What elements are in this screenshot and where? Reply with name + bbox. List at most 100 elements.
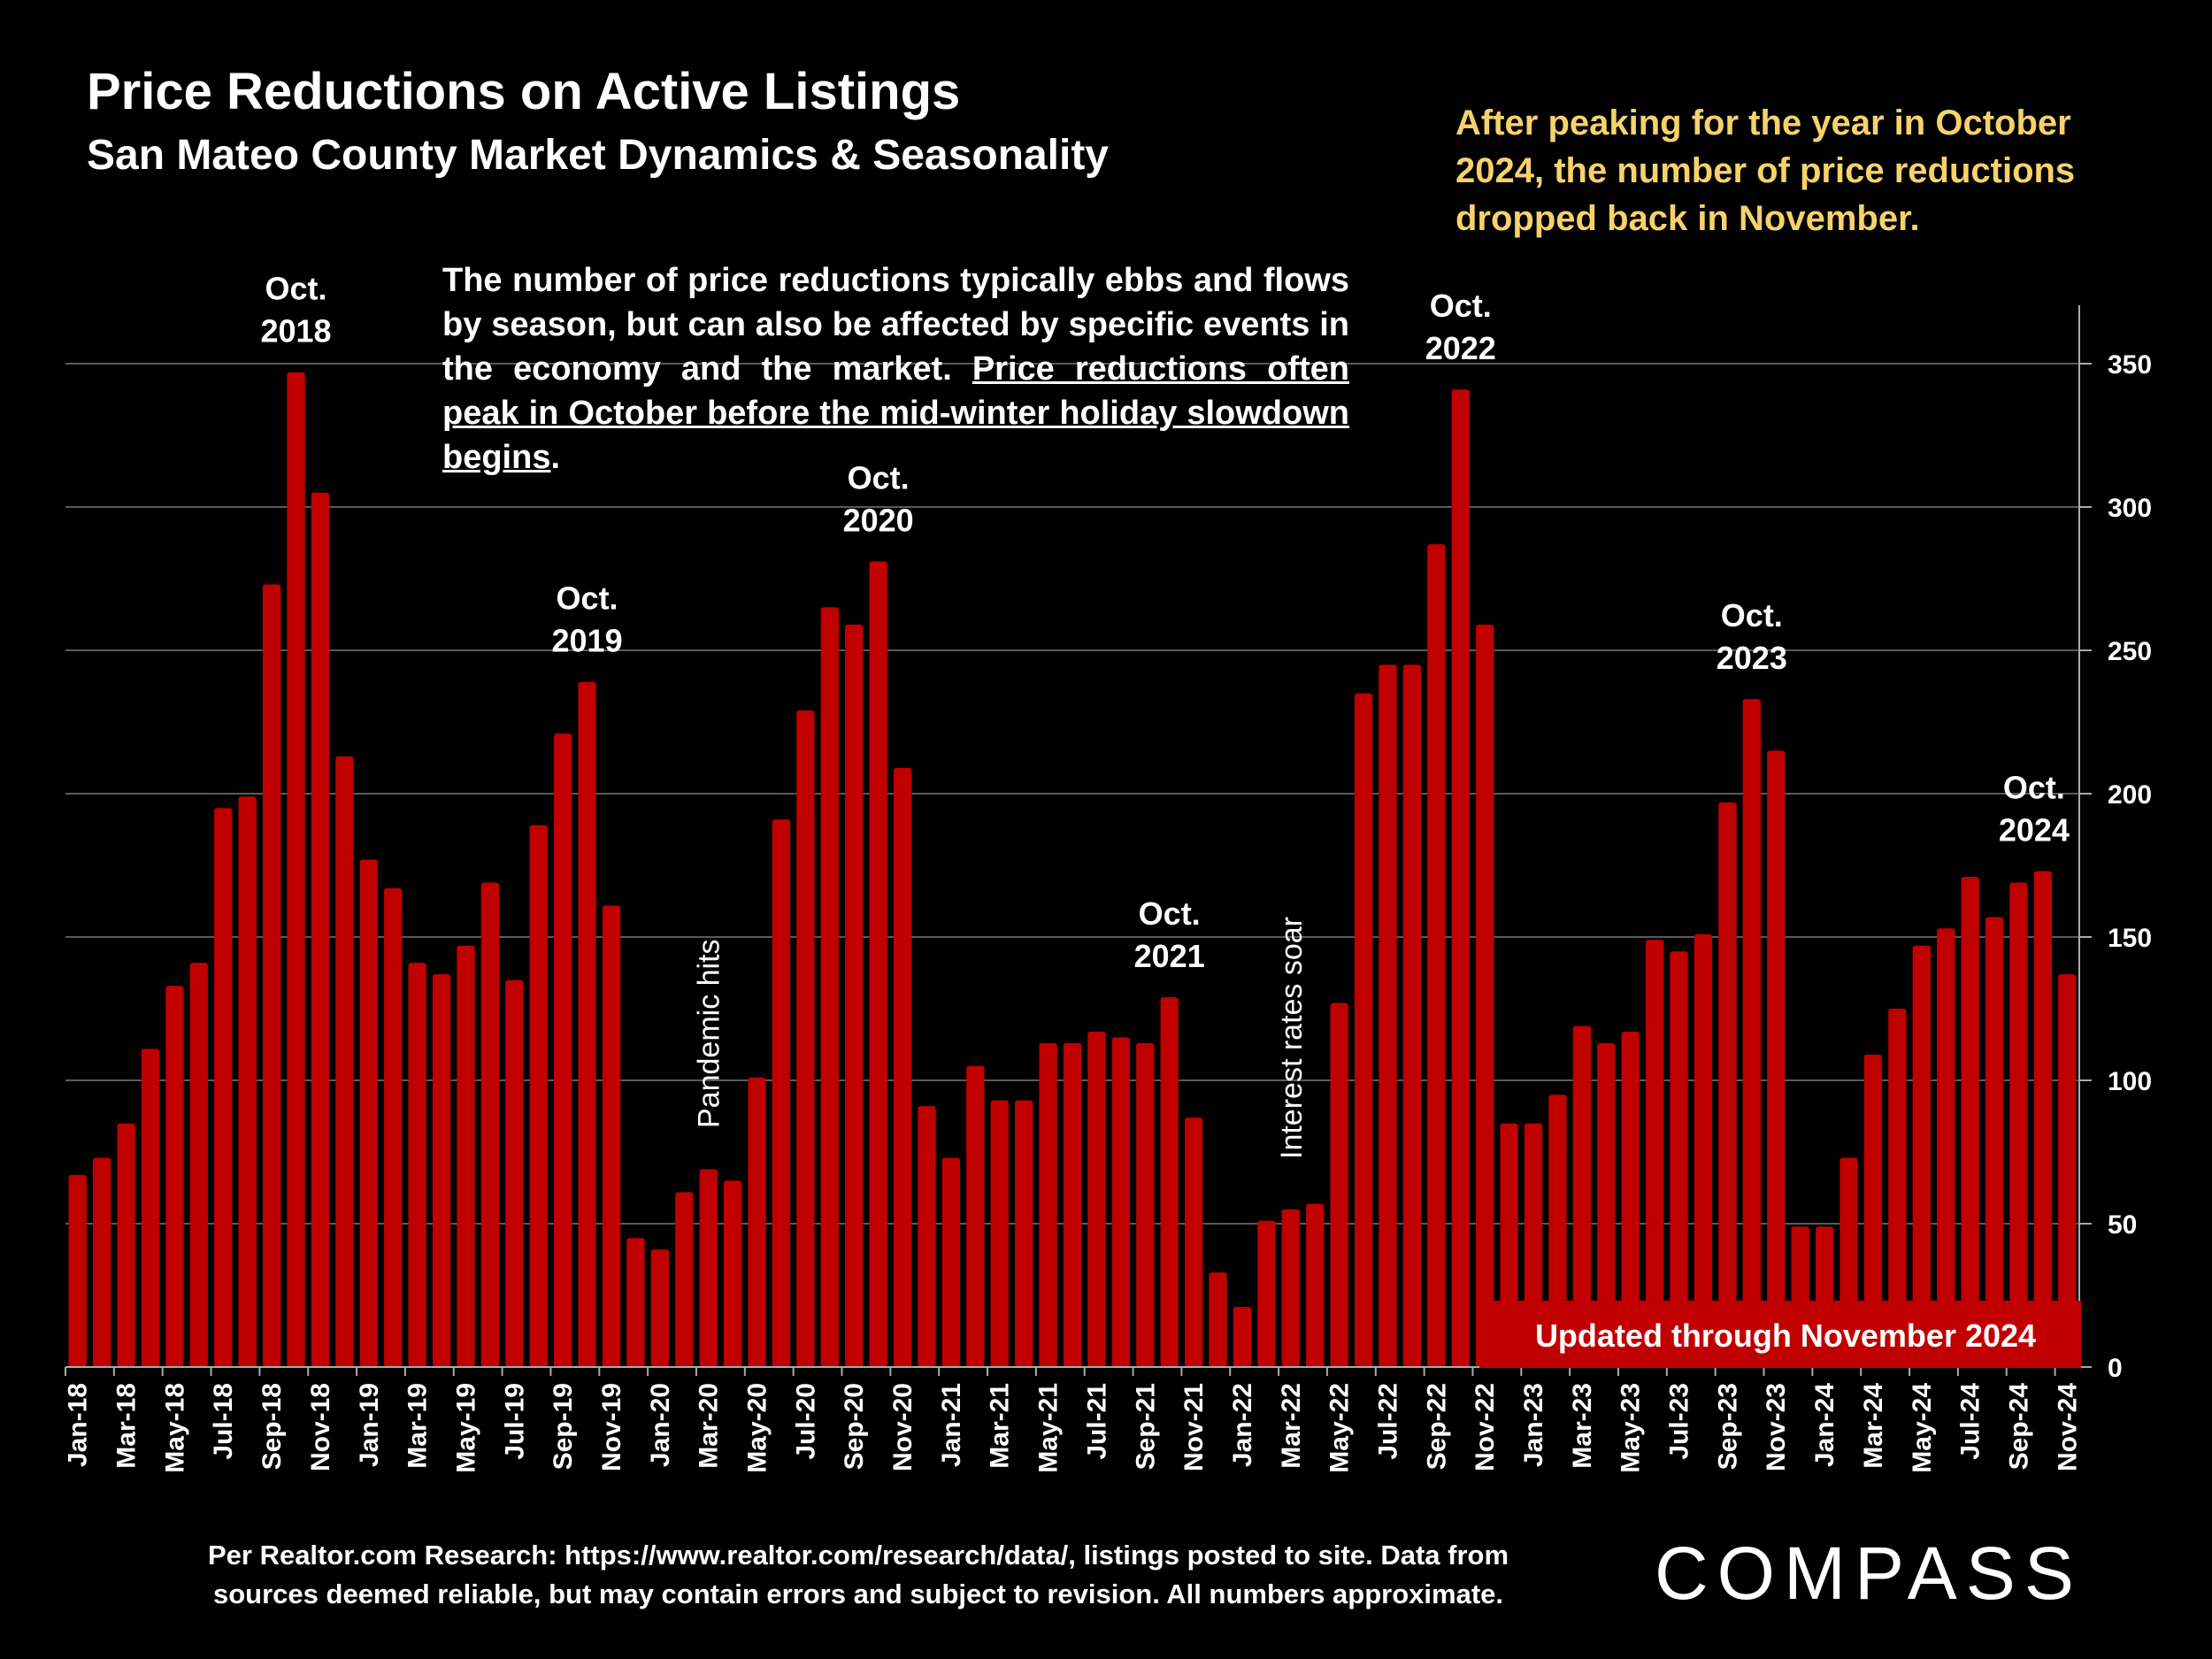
bar-Oct-23	[1742, 699, 1761, 1367]
bar-Mar-20	[699, 1169, 718, 1367]
bar-May-20	[748, 1077, 766, 1367]
x-tick-label: Jan-21	[937, 1383, 966, 1467]
bar-Jul-19	[505, 979, 524, 1367]
callout-text: After peaking for the year in October 20…	[1455, 104, 2076, 238]
bar-Aug-22	[1402, 664, 1422, 1367]
x-tick-label: Nov-24	[2053, 1383, 2082, 1471]
peak-annotation: 2018	[260, 313, 331, 349]
bar-Sep-23	[1718, 802, 1737, 1367]
bar-Jan-20	[650, 1249, 669, 1367]
bar-Nov-22	[1476, 624, 1494, 1367]
bar-Dec-19	[626, 1238, 645, 1367]
bar-Aug-23	[1694, 933, 1713, 1367]
peak-annotation: Oct.	[848, 460, 910, 496]
x-tick-label: Jul-23	[1665, 1383, 1694, 1460]
updated-badge	[1479, 1301, 2081, 1368]
bar-Mar-21	[990, 1100, 1009, 1367]
bar-Oct-24	[2033, 871, 2053, 1367]
y-tick-label: 100	[2108, 1067, 2152, 1096]
x-tick-label: Sep-19	[549, 1383, 578, 1470]
bar-Jan-18	[68, 1174, 87, 1367]
peak-annotation: 2021	[1134, 938, 1205, 974]
bars	[68, 372, 2077, 1368]
peak-annotation: 2024	[1999, 811, 2070, 848]
bar-Jul-18	[214, 808, 233, 1367]
peak-annotation: Oct.	[1430, 288, 1492, 324]
updated-badge-label: Updated through November 2024	[1535, 1317, 2036, 1354]
bar-Sep-20	[845, 624, 864, 1367]
bar-Jul-20	[796, 710, 815, 1367]
bar-Feb-23	[1548, 1094, 1567, 1367]
bar-May-21	[1039, 1042, 1057, 1367]
bar-Jan-22	[1233, 1306, 1252, 1367]
bar-Oct-21	[1160, 997, 1179, 1367]
peak-annotation: Oct.	[1721, 597, 1783, 634]
x-tick-label: Sep-18	[257, 1383, 287, 1470]
x-tick-label: Jul-22	[1373, 1383, 1402, 1460]
bar-Apr-23	[1597, 1042, 1616, 1367]
bar-Feb-18	[92, 1157, 111, 1367]
bar-Apr-19	[432, 974, 451, 1367]
x-tick-label: Jan-24	[1810, 1383, 1839, 1467]
bar-Sep-18	[262, 584, 281, 1367]
event-label: Pandemic hits	[693, 939, 726, 1128]
bar-Dec-20	[918, 1106, 936, 1367]
bar-Apr-20	[723, 1180, 742, 1367]
bar-Aug-19	[529, 825, 548, 1367]
explanatory-note: The number of price reductions typically…	[442, 258, 1349, 480]
x-tick-label: Nov-19	[597, 1383, 626, 1471]
bar-Mar-23	[1572, 1025, 1592, 1367]
note-end: .	[550, 439, 561, 476]
bar-Mar-18	[117, 1123, 135, 1367]
x-tick-label: May-23	[1617, 1383, 1646, 1473]
bar-Mar-24	[1863, 1054, 1883, 1367]
bar-Oct-22	[1451, 389, 1470, 1367]
bar-Feb-21	[966, 1065, 985, 1367]
x-tick-label: Sep-24	[2004, 1383, 2033, 1471]
bar-Feb-22	[1257, 1220, 1276, 1367]
bar-Jul-22	[1379, 664, 1397, 1367]
x-tick-label: Mar-19	[403, 1383, 433, 1469]
peak-annotation: Oct.	[265, 271, 326, 307]
x-tick-label: Jul-24	[1956, 1383, 1985, 1460]
bar-Dec-18	[335, 756, 354, 1367]
x-tick-label: Mar-18	[112, 1383, 142, 1469]
updated-badge-group: Updated through November 2024	[1479, 1301, 2081, 1368]
y-tick-label: 200	[2108, 780, 2152, 810]
bar-Oct-19	[578, 681, 596, 1367]
x-tick-label: Jul-21	[1082, 1383, 1111, 1460]
x-tick-label: Sep-23	[1713, 1383, 1742, 1470]
x-tick-label: May-22	[1325, 1383, 1355, 1473]
bar-Dec-21	[1209, 1272, 1227, 1367]
y-tick-label: 150	[2108, 924, 2152, 953]
bar-Mar-19	[408, 963, 426, 1367]
bar-Jun-19	[480, 882, 500, 1367]
x-tick-label: Jan-19	[355, 1383, 384, 1467]
x-tick-label: Jan-23	[1519, 1383, 1548, 1467]
note-text: The number of price reductions typically…	[442, 262, 1349, 388]
bar-Sep-21	[1136, 1042, 1155, 1367]
bar-May-18	[165, 986, 184, 1367]
footnote-line-1: Per Realtor.com Research: https://www.re…	[207, 1540, 1509, 1571]
bar-Aug-24	[1985, 917, 2004, 1367]
y-tick-label: 250	[2108, 637, 2152, 666]
x-tick-label: May-18	[160, 1383, 189, 1473]
peak-annotation: 2020	[843, 503, 914, 539]
x-tick-label: Sep-20	[840, 1383, 869, 1470]
chart-title: Price Reductions on Active Listings	[87, 63, 961, 120]
bar-Sep-24	[2009, 882, 2028, 1367]
bar-Jun-21	[1063, 1042, 1082, 1367]
x-tick-label: Jan-20	[646, 1383, 675, 1467]
x-tick-label: Nov-20	[888, 1383, 918, 1471]
chart-subtitle: San Mateo County Market Dynamics & Seaso…	[87, 132, 1109, 179]
bar-Jun-18	[189, 963, 208, 1367]
bar-Jun-23	[1645, 940, 1664, 1367]
bar-Jul-24	[1961, 876, 1979, 1367]
bar-Feb-20	[675, 1192, 694, 1367]
bar-Apr-21	[1015, 1100, 1033, 1367]
x-tick-label: Jan-18	[64, 1383, 93, 1467]
bar-Jun-24	[1937, 928, 1955, 1367]
bar-Feb-19	[384, 887, 403, 1367]
x-tick-label: May-19	[451, 1383, 480, 1473]
event-label: Interest rates soar	[1275, 917, 1309, 1159]
